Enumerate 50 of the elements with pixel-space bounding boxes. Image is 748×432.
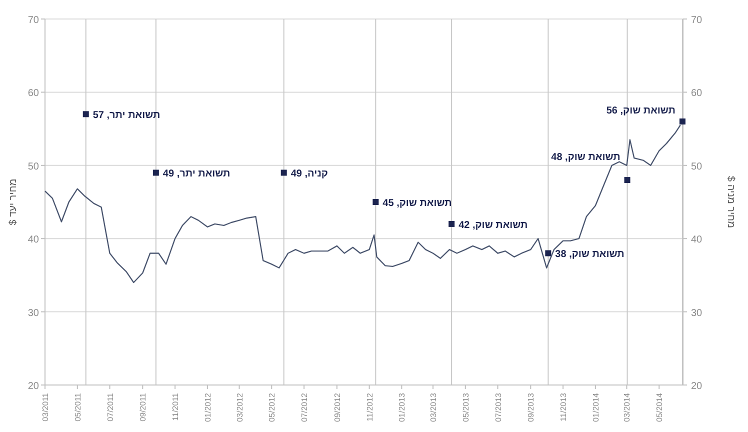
- point: [82, 111, 89, 118]
- x-tick-label: 05/2012: [268, 392, 277, 422]
- data-label: תשואת שוק, 42: [458, 220, 528, 231]
- y-tick-label: 60: [28, 88, 40, 100]
- x-tick-label: 09/2013: [526, 392, 536, 422]
- x-tick-label: 07/2012: [300, 392, 310, 422]
- y2-tick-label: 30: [691, 308, 703, 319]
- point: [152, 170, 159, 176]
- x-tick-label: 09/2012: [332, 392, 342, 422]
- y-tick-label: 70: [28, 15, 40, 26]
- data-label: תשואת יתר, 57: [92, 110, 160, 122]
- x-tick-label: 05/2013: [461, 392, 470, 422]
- data-label: תשואת שוק, 38: [555, 249, 624, 260]
- x-tick-label: 03/2014: [622, 392, 632, 422]
- y-axis-title: מחיר יעד $: [8, 178, 19, 226]
- y-tick-label: 50: [28, 161, 40, 172]
- y-tick-label: 30: [28, 308, 40, 319]
- y2-tick-label: 20: [691, 381, 703, 392]
- point: [545, 250, 552, 256]
- x-tick-label: 07/2011: [106, 392, 115, 422]
- x-tick-label: 07/2013: [494, 392, 503, 422]
- x-tick-label: 11/2012: [365, 392, 374, 422]
- x-tick-label: 11/2011: [171, 392, 180, 421]
- point: [280, 170, 287, 176]
- x-tick-label: 01/2012: [203, 392, 212, 422]
- y2-tick-label: 40: [691, 234, 703, 246]
- data-label: תשואת שוק, 56: [606, 105, 676, 116]
- x-tick-label: 01/2013: [398, 392, 407, 422]
- x-tick-label: 05/2011: [73, 392, 82, 422]
- x-tick-label: 09/2011: [138, 392, 148, 422]
- point: [448, 220, 455, 227]
- y2-tick-label: 60: [691, 88, 703, 100]
- x-tick-label: 01/2014: [591, 392, 600, 422]
- y2-axis-title: מחיר מניה $: [725, 176, 736, 228]
- point: [624, 177, 630, 184]
- point: [372, 199, 379, 205]
- x-tick-label: 11/2013: [559, 392, 568, 422]
- data-label: תשואת שוק, 48: [551, 152, 620, 164]
- data-label: תשואת יתר, 49: [162, 168, 230, 180]
- data-label: תשואת שוק, 45: [382, 198, 452, 209]
- data-label: קניה, 49: [290, 168, 328, 180]
- x-tick-label: 03/2011: [41, 392, 50, 422]
- point: [679, 118, 686, 124]
- x-tick-label: 03/2013: [429, 392, 438, 422]
- y2-tick-label: 70: [691, 15, 703, 26]
- y-tick-label: 40: [28, 234, 40, 246]
- y-tick-label: 20: [28, 381, 40, 392]
- y2-tick-label: 50: [691, 161, 703, 172]
- x-tick-label: 05/2014: [655, 392, 664, 422]
- x-tick-label: 03/2012: [235, 392, 244, 422]
